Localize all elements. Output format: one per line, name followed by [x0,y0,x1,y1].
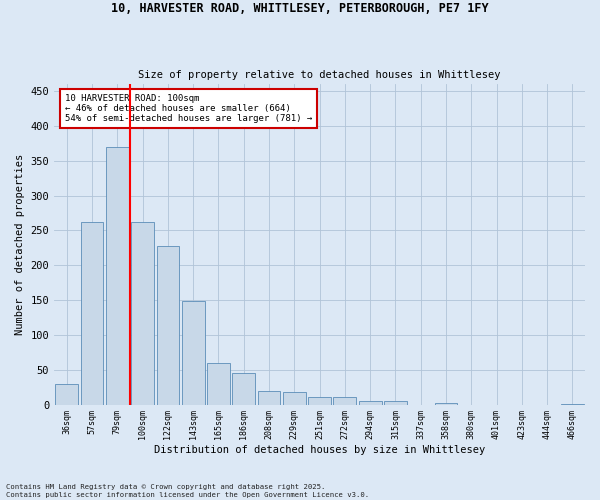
Bar [81,222,103,404]
Bar [106,147,129,405]
Bar [207,364,230,405]
Bar [182,302,205,405]
Y-axis label: Number of detached properties: Number of detached properties [15,154,25,335]
Text: Contains HM Land Registry data © Crown copyright and database right 2025.
Contai: Contains HM Land Registry data © Crown c… [6,484,369,498]
Bar [359,401,382,404]
Bar [283,392,305,404]
Bar [157,246,179,404]
Bar [55,384,78,404]
X-axis label: Distribution of detached houses by size in Whittlesey: Distribution of detached houses by size … [154,445,485,455]
Bar [384,401,407,404]
Bar [308,397,331,404]
Bar [131,222,154,404]
Bar [257,390,280,404]
Bar [434,403,457,404]
Title: Size of property relative to detached houses in Whittlesey: Size of property relative to detached ho… [139,70,501,81]
Bar [334,397,356,404]
Bar [232,373,255,404]
Text: 10, HARVESTER ROAD, WHITTLESEY, PETERBOROUGH, PE7 1FY: 10, HARVESTER ROAD, WHITTLESEY, PETERBOR… [111,2,489,16]
Text: 10 HARVESTER ROAD: 100sqm
← 46% of detached houses are smaller (664)
54% of semi: 10 HARVESTER ROAD: 100sqm ← 46% of detac… [65,94,312,124]
